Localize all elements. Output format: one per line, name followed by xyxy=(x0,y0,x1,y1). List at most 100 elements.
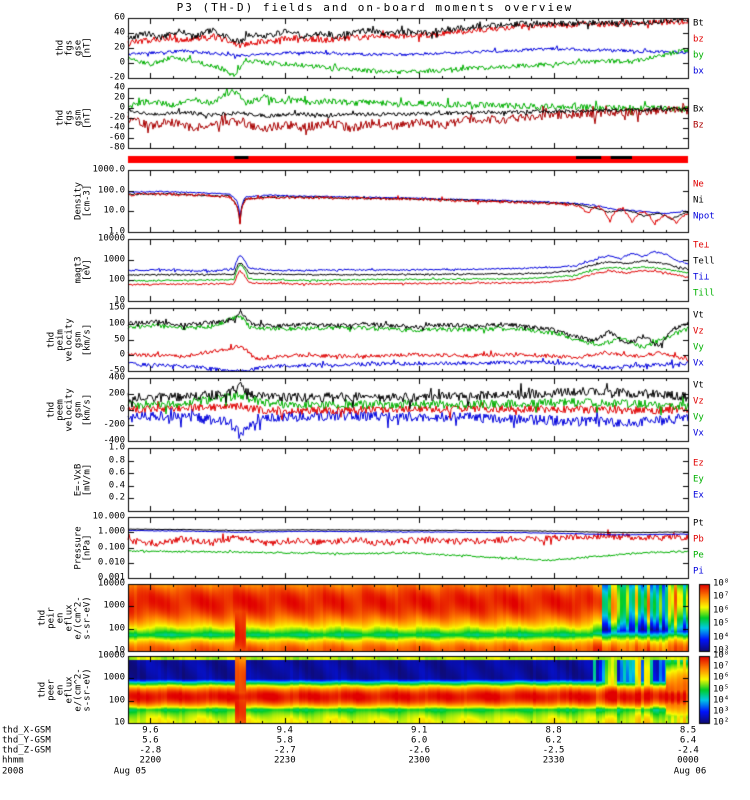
colorbar-tick-label: 10⁶ xyxy=(713,605,730,616)
legend-Pe: Pe xyxy=(693,550,704,560)
y-tick-label: -400 xyxy=(103,435,125,446)
axis-row-value: 8.5 xyxy=(679,725,697,736)
axis-row-value: -2.4 xyxy=(677,745,699,756)
y-tick-label: 10000 xyxy=(97,233,125,244)
axis-row-header: thd_X-GSM xyxy=(2,725,51,736)
panel-left-label: [nT] xyxy=(82,107,93,129)
y-tick-label: 0 xyxy=(119,57,125,68)
legend-Vx: Vx xyxy=(693,428,704,438)
panel-left-label: [mV/m] xyxy=(82,463,93,496)
y-tick-label: 10.0 xyxy=(103,205,125,216)
axis-row-value: 9.6 xyxy=(142,725,159,736)
colorbar-tick-label: 10⁸ xyxy=(713,578,730,589)
panel-left-label: s-sr-eV) xyxy=(82,667,93,712)
legend-Vz: Vz xyxy=(693,396,704,406)
y-tick-label: 0 xyxy=(119,404,125,414)
axis-row-header: hhmm xyxy=(2,755,24,766)
legend-Pt: Pt xyxy=(693,518,704,528)
y-tick-label: 50 xyxy=(114,334,125,344)
legend-Vt: Vt xyxy=(693,380,704,390)
axis-row-value: 9.4 xyxy=(276,725,293,736)
panel-left-label: s-sr-eV) xyxy=(82,595,93,640)
y-tick-label: -20 xyxy=(108,112,125,123)
legend-Bt: Bt xyxy=(693,18,704,29)
y-tick-label: 10000 xyxy=(97,578,125,589)
axis-row-value: 5.6 xyxy=(142,735,159,746)
panel-left-label: [km/s] xyxy=(82,393,93,426)
axis-row-value: -2.5 xyxy=(542,745,565,756)
colorbar-tick-label: 10³ xyxy=(713,706,730,717)
legend-Bz: Bz xyxy=(693,120,704,131)
axis-row-value: 6.2 xyxy=(545,735,562,746)
y-tick-label: 1000.0 xyxy=(92,164,125,175)
y-tick-label: 0 xyxy=(119,349,125,360)
y-tick-label: 10.000 xyxy=(92,511,125,522)
y-tick-label: 100 xyxy=(108,623,125,634)
y-tick-label: -60 xyxy=(108,132,125,143)
legend-Npot: Npot xyxy=(693,211,715,222)
axis-row-value: 8.8 xyxy=(545,725,562,736)
legend-Vt: Vt xyxy=(693,310,704,320)
panel-left-label: [nT] xyxy=(82,37,93,59)
axis-row-header: thd_Y-GSM xyxy=(2,735,51,746)
legend-Ne: Ne xyxy=(693,179,704,190)
y-tick-label: 200 xyxy=(108,388,125,399)
legend-Bx: Bx xyxy=(693,104,704,115)
legend-Ez: Ez xyxy=(693,458,704,468)
axis-row-value: -2.7 xyxy=(273,745,296,756)
legend-Ti⊥: Ti⊥ xyxy=(693,272,710,283)
y-tick-label: -200 xyxy=(103,419,125,430)
axis-row-value: -2.8 xyxy=(139,745,162,756)
y-tick-label: 1.0 xyxy=(108,226,125,237)
y-tick-label: 40 xyxy=(114,27,125,38)
y-tick-label: 0.4 xyxy=(108,480,125,491)
legend-Pi: Pi xyxy=(693,566,704,576)
date-label-left: Aug 05 xyxy=(113,766,147,777)
axis-row-header: 2008 xyxy=(2,766,24,777)
legend-bz: bz xyxy=(693,34,704,45)
y-tick-label: 20 xyxy=(114,92,125,103)
y-tick-label: -20 xyxy=(108,72,125,83)
y-tick-label: 0 xyxy=(119,102,125,113)
y-tick-label: 0.010 xyxy=(97,557,125,568)
date-label-right: Aug 06 xyxy=(673,766,707,777)
y-tick-label: 40 xyxy=(114,82,125,93)
panel-left-label: [cm-3] xyxy=(82,184,93,218)
legend-Pb: Pb xyxy=(693,534,704,544)
y-tick-label: -50 xyxy=(108,365,125,376)
legend-Till: Till xyxy=(693,288,715,299)
legend-bx: bx xyxy=(693,66,704,77)
y-tick-label: 0.2 xyxy=(108,492,125,503)
y-tick-label: 150 xyxy=(108,302,125,313)
axis-row-value: 2200 xyxy=(139,755,162,766)
colorbar-tick-label: 10⁵ xyxy=(713,684,730,694)
y-tick-label: 1.0 xyxy=(108,442,125,453)
legend-Ey: Ey xyxy=(693,474,704,484)
y-tick-label: 0.100 xyxy=(97,542,125,552)
colorbar-tick-label: 10⁵ xyxy=(713,618,730,629)
legend-Te⊥: Te⊥ xyxy=(693,240,710,251)
legend-Ex: Ex xyxy=(693,490,704,500)
axis-row-value: 2300 xyxy=(408,755,431,766)
colorbar-tick-label: 10⁴ xyxy=(713,632,730,643)
axis-row-value: 6.0 xyxy=(411,735,428,746)
legend-Vx: Vx xyxy=(693,358,704,368)
colorbar-tick-label: 10⁴ xyxy=(713,695,730,706)
y-tick-label: 10 xyxy=(114,645,125,656)
legend-Tell: Tell xyxy=(693,256,715,267)
legend-by: by xyxy=(693,50,704,61)
y-tick-label: 0.6 xyxy=(108,467,125,478)
y-tick-label: 100.0 xyxy=(97,185,125,196)
colorbar-tick-label: 10⁷ xyxy=(713,591,730,602)
legend-Vy: Vy xyxy=(693,412,704,422)
axis-row-header: thd_Z-GSM xyxy=(2,745,51,756)
y-tick-label: 10 xyxy=(114,717,125,728)
y-tick-label: 10000 xyxy=(97,650,125,661)
colorbar-tick-label: 10³ xyxy=(713,645,730,656)
y-tick-label: 400 xyxy=(108,372,125,383)
axis-row-value: 0000 xyxy=(677,755,699,766)
y-tick-label: 20 xyxy=(114,42,125,53)
legend-Vy: Vy xyxy=(693,342,704,352)
